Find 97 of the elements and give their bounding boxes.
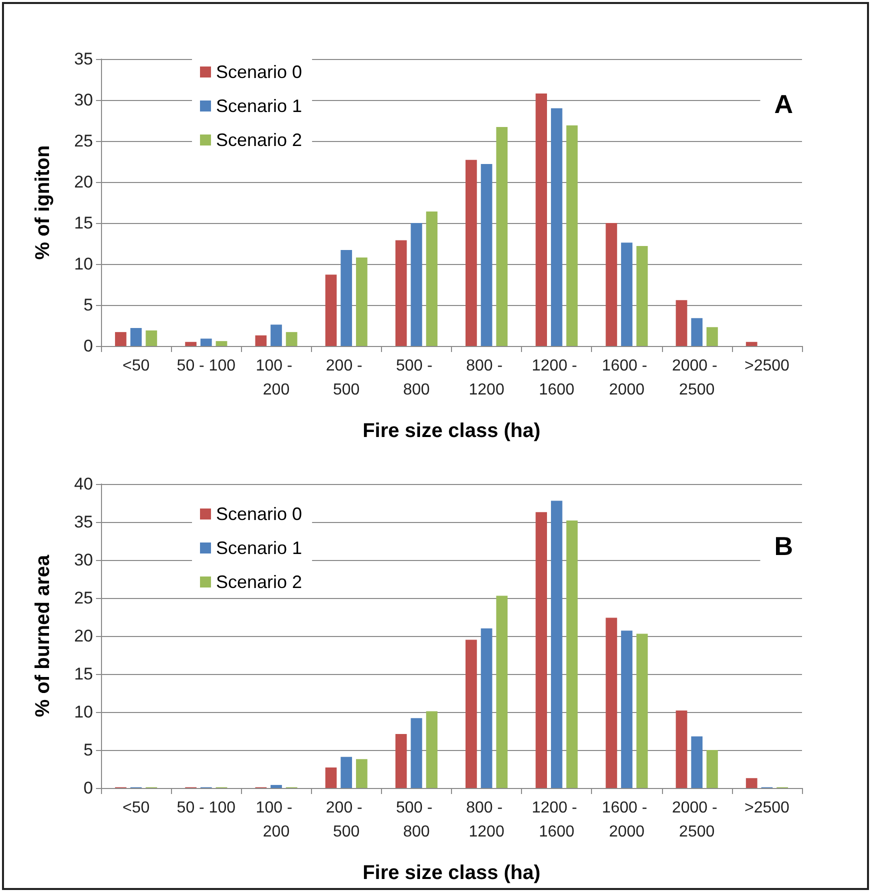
y-tick-label: 15: [74, 664, 93, 684]
bar: [115, 332, 126, 346]
x-tick-label: <50: [122, 358, 150, 374]
bar: [746, 778, 758, 788]
bar: [410, 718, 422, 788]
bar: [691, 318, 703, 346]
bar: [270, 324, 282, 346]
bar: [676, 710, 688, 788]
x-tick-label: 50 - 100: [176, 358, 236, 374]
bar: [185, 342, 196, 346]
bar: [550, 500, 562, 788]
y-tick-label: 10: [74, 254, 93, 274]
y-tick-label: 10: [74, 702, 93, 722]
x-tick-label: >2500: [744, 358, 790, 374]
bar: [496, 127, 508, 346]
y-tick-label: 25: [74, 132, 93, 150]
bar: [466, 640, 477, 788]
bar: [426, 711, 438, 788]
bar: [550, 108, 562, 346]
legend-label: Scenario 1: [216, 96, 302, 116]
bar: [480, 628, 492, 788]
y-tick-label: 20: [74, 172, 93, 192]
bar: [706, 750, 718, 788]
legend-label: Scenario 2: [216, 572, 302, 592]
bar: [480, 164, 492, 346]
x-tick-label: 200 - 500: [326, 358, 367, 398]
bar: [621, 630, 632, 788]
bar: [706, 327, 718, 346]
bar: [325, 767, 337, 788]
legend-label: Scenario 2: [216, 130, 302, 150]
y-tick-label: 5: [84, 740, 93, 760]
x-axis-title: Fire size class (ha): [362, 862, 540, 884]
bar: [216, 341, 228, 346]
bar: [536, 93, 547, 346]
bar: [606, 223, 618, 346]
y-axis-title: % of burned area: [32, 554, 54, 718]
bar: [606, 618, 618, 788]
x-tick-label: >2500: [744, 800, 790, 816]
x-tick-label: 100 - 200: [256, 358, 297, 398]
x-tick-label: 1200 - 1600: [532, 800, 582, 840]
bar: [395, 240, 407, 346]
x-tick-label: 800 - 1200: [466, 358, 508, 398]
bar: [636, 246, 648, 346]
legend-label: Scenario 0: [216, 504, 302, 524]
bar: [255, 335, 267, 346]
x-tick-label: 1600 - 2000: [602, 800, 652, 840]
bar: [676, 300, 688, 346]
x-axis-title: Fire size class (ha): [362, 420, 540, 442]
y-tick-label: 0: [84, 778, 93, 798]
y-tick-label: 35: [74, 50, 93, 68]
bar: [426, 212, 438, 346]
bar: [621, 242, 632, 346]
bar: [566, 520, 578, 788]
bar: [410, 223, 422, 346]
bar: [746, 342, 758, 346]
y-tick-label: 30: [74, 550, 93, 570]
x-tick-label: 2000 - 2500: [672, 800, 722, 840]
y-tick-label: 15: [74, 214, 93, 232]
y-tick-label: 0: [84, 336, 93, 356]
bar: [130, 328, 142, 346]
x-tick-label: 2000 - 2500: [672, 358, 722, 398]
bar: [636, 634, 648, 788]
bar: [496, 596, 508, 788]
y-tick-label: 40: [74, 474, 93, 494]
x-tick-label: 200 - 500: [326, 800, 367, 840]
y-tick-label: 5: [84, 296, 93, 314]
y-tick-label: 35: [74, 512, 93, 532]
bar: [395, 734, 407, 788]
legend-label: Scenario 1: [216, 538, 302, 558]
x-tick-label: 1600 - 2000: [602, 358, 652, 398]
bar: [286, 332, 298, 346]
legend-label: Scenario 0: [216, 62, 302, 82]
x-tick-label: 50 - 100: [176, 800, 236, 816]
x-tick-label: 100 - 200: [256, 800, 297, 840]
bar: [340, 250, 352, 346]
y-tick-label: 25: [74, 588, 93, 608]
x-tick-label: 500 - 800: [396, 800, 437, 840]
bar: [325, 274, 337, 346]
x-tick-label: 500 - 800: [396, 358, 437, 398]
bar: [200, 338, 212, 346]
annotation: A: [774, 89, 794, 119]
bar: [270, 784, 282, 788]
bar: [566, 125, 578, 346]
bar: [466, 160, 477, 346]
bar: [340, 756, 352, 788]
y-axis-title: % of igniton: [32, 145, 54, 260]
x-tick-label: <50: [122, 800, 150, 816]
bar: [536, 512, 547, 788]
bar: [146, 330, 158, 346]
y-tick-label: 30: [74, 90, 93, 110]
y-tick-label: 20: [74, 626, 93, 646]
annotation: B: [774, 531, 794, 561]
x-tick-label: 1200 - 1600: [532, 358, 582, 398]
bar: [356, 257, 368, 346]
bar: [691, 736, 703, 788]
bar: [356, 759, 368, 788]
x-tick-label: 800 - 1200: [466, 800, 508, 840]
